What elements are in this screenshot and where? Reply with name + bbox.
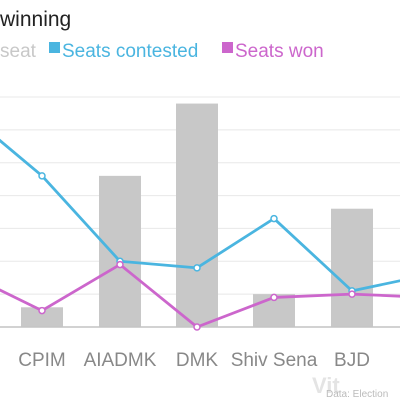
x-tick-label-1: CPIM [18, 350, 66, 371]
bar-2 [99, 175, 141, 327]
line-series [0, 138, 400, 331]
legend-label-seats-won: Seats won [235, 41, 324, 62]
point-2-4 [270, 293, 278, 302]
x-tick-label-5: BJD [334, 350, 370, 371]
point-2-3 [193, 323, 201, 331]
point-1-4 [270, 214, 278, 223]
source-note: Data: Election [326, 389, 388, 400]
bar-1 [21, 307, 63, 327]
x-tick-label-4: Shiv Sena [231, 350, 318, 371]
watermark: Vit [312, 373, 340, 398]
bar-5 [331, 208, 373, 327]
bar-series [21, 103, 373, 327]
point-1-1 [38, 172, 46, 180]
x-tick-label-3: DMK [176, 350, 219, 371]
legend-label-seat: seat [0, 41, 37, 62]
point-2-1 [38, 306, 46, 315]
legend: seat Seats contested Seats won [0, 41, 324, 62]
chart-title: winning [0, 8, 71, 31]
x-tick-label-2: AIADMK [84, 350, 157, 371]
bar-3 [176, 103, 218, 327]
legend-label-seats-contested: Seats contested [62, 41, 198, 62]
x-tick-labels: CPIM AIADMK DMK Shiv Sena BJD [18, 350, 370, 371]
point-2-5 [348, 290, 356, 298]
legend-swatch-seats-contested [49, 42, 60, 53]
point-2-2 [116, 260, 124, 269]
legend-swatch-seats-won [222, 42, 233, 53]
point-1-3 [193, 264, 201, 272]
